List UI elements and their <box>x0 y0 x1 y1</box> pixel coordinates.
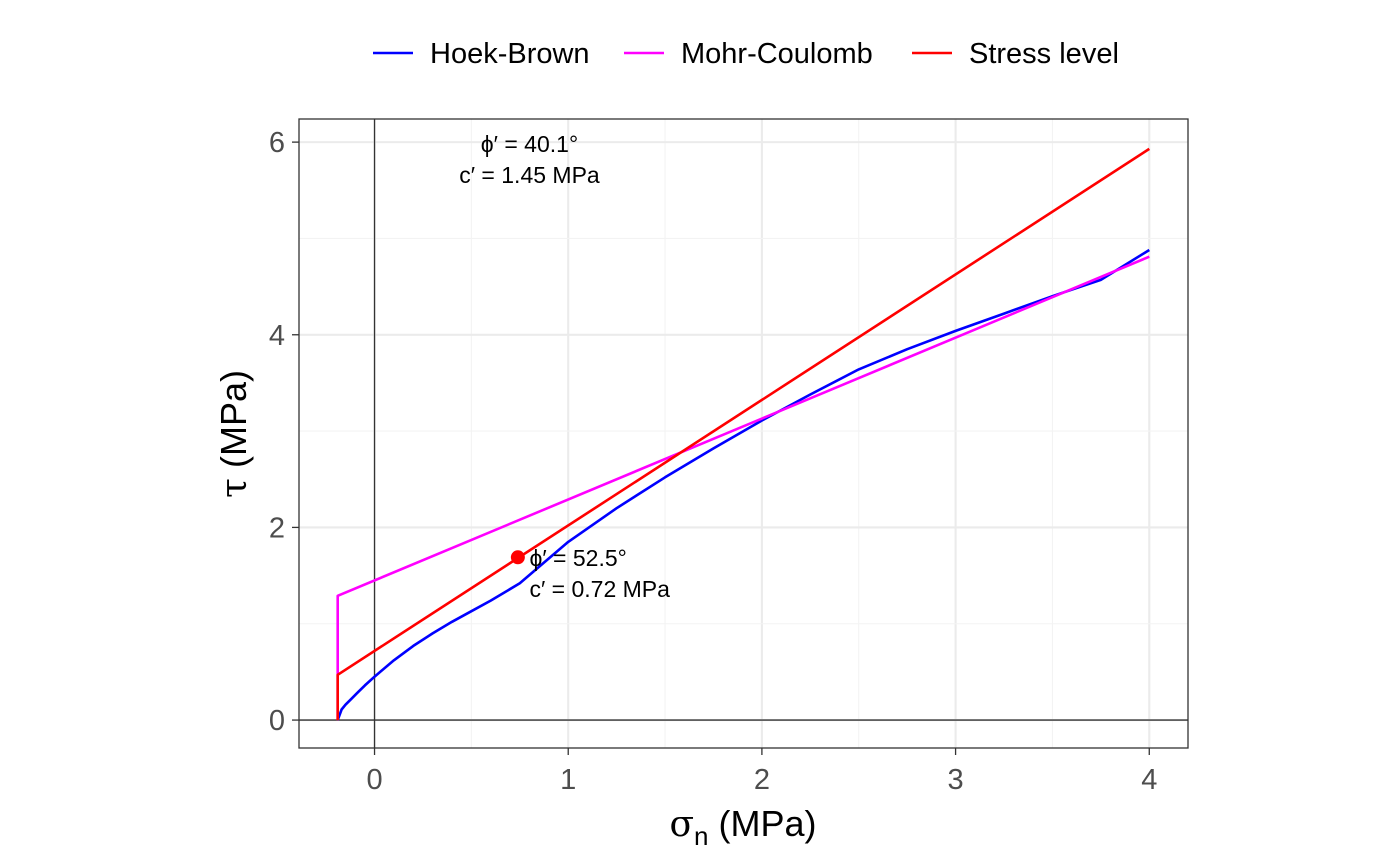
y-tick-label: 6 <box>269 127 285 159</box>
legend: Hoek-Brown Mohr-Coulomb Stress level <box>373 38 1119 70</box>
stress-level-point <box>510 550 525 565</box>
legend-label-hoek-brown: Hoek-Brown <box>430 38 590 70</box>
y-tick-label: 2 <box>269 512 285 544</box>
series-layer <box>336 147 1151 721</box>
x-tick-label: 1 <box>560 764 576 796</box>
annotation-2: ϕ′ = 52.5° c′ = 0.72 MPa <box>529 545 670 602</box>
x-tick-label: 0 <box>366 764 382 796</box>
legend-label-stress-level: Stress level <box>969 38 1119 70</box>
x-title-subscript: n <box>694 821 708 851</box>
legend-item-stress-level: Stress level <box>912 38 1119 70</box>
legend-item-hoek-brown: Hoek-Brown <box>373 38 590 70</box>
annotation-line: ϕ′ = 40.1° <box>481 131 578 157</box>
annotation-1: ϕ′ = 40.1° c′ = 1.45 MPa <box>459 131 600 188</box>
y-tick-label: 0 <box>269 705 285 737</box>
annotation-line: c′ = 1.45 MPa <box>459 162 600 188</box>
x-tick-label: 2 <box>754 764 770 796</box>
x-title-symbol: σ <box>669 804 694 845</box>
annotation-line: ϕ′ = 52.5° <box>529 545 626 571</box>
axes: 0 1 2 3 4 0 2 4 6 <box>269 127 1157 796</box>
x-tick-label: 4 <box>1141 764 1157 796</box>
y-axis-title: τ (MPa) <box>213 370 255 498</box>
legend-item-mohr-coulomb: Mohr-Coulomb <box>624 38 873 70</box>
y-title-unit: (MPa) <box>213 370 254 478</box>
x-tick-label: 3 <box>948 764 964 796</box>
series-line-mohr-coulomb <box>336 255 1150 721</box>
panel-border <box>298 118 1189 749</box>
annotation-line: c′ = 0.72 MPa <box>529 576 670 602</box>
x-axis-title: σn (MPa) <box>669 803 816 851</box>
series-line-stress-level <box>336 147 1151 721</box>
x-title-unit: (MPa) <box>709 803 817 844</box>
reference-lines <box>299 119 1188 748</box>
y-tick-label: 4 <box>269 320 285 352</box>
annotations: ϕ′ = 40.1° c′ = 1.45 MPa ϕ′ = 52.5° c′ = 0.… <box>459 131 670 602</box>
grid <box>299 119 1188 748</box>
series-line-hoek-brown <box>336 248 1150 721</box>
y-title-symbol: τ <box>214 478 255 498</box>
legend-label-mohr-coulomb: Mohr-Coulomb <box>681 38 873 70</box>
